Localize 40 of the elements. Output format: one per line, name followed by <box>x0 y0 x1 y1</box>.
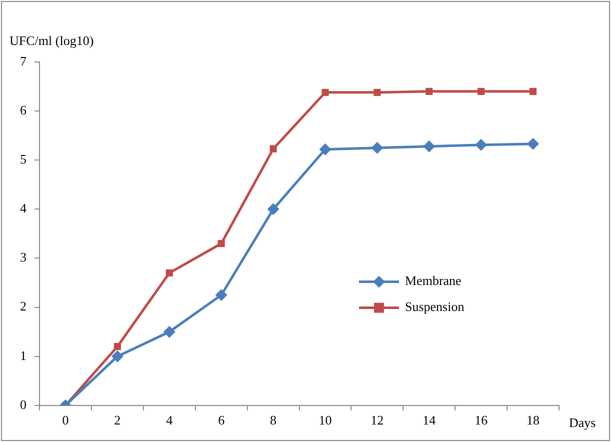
x-tick-label: 4 <box>166 412 174 428</box>
point <box>215 289 228 302</box>
x-tick-label: 14 <box>422 412 436 428</box>
x-tick-label: 6 <box>218 412 226 428</box>
point <box>218 240 225 248</box>
legend-label: Membrane <box>405 273 462 288</box>
point <box>111 350 124 362</box>
y-tick-label: 0 <box>20 396 26 412</box>
y-tick-label: 6 <box>20 102 27 118</box>
point <box>426 88 433 95</box>
point <box>371 142 384 154</box>
x-tick-label: 16 <box>474 412 488 428</box>
point <box>270 145 277 152</box>
x-axis-title: Days <box>569 414 596 430</box>
point <box>423 140 436 152</box>
point <box>114 342 121 350</box>
point <box>527 138 540 150</box>
x-tick-label: 12 <box>370 412 384 428</box>
y-tick-label: 7 <box>20 53 27 68</box>
point <box>374 88 381 96</box>
y-axis-title: UFC/ml (log10) <box>10 32 94 48</box>
x-tick-label: 18 <box>526 412 540 428</box>
point <box>478 88 485 95</box>
point <box>166 269 173 276</box>
x-tick-label: 0 <box>62 412 69 428</box>
y-tick-label: 4 <box>20 200 27 216</box>
point <box>267 203 280 216</box>
y-tick-label: 1 <box>20 348 26 363</box>
point <box>322 88 329 96</box>
x-tick-label: 8 <box>270 412 277 428</box>
point <box>475 138 488 151</box>
point <box>163 326 176 338</box>
point <box>319 143 332 156</box>
y-tick-label: 3 <box>20 250 26 265</box>
x-tick-label: 2 <box>114 412 121 428</box>
y-tick-label: 2 <box>20 298 26 314</box>
x-tick-label: 10 <box>318 412 332 428</box>
point <box>529 88 537 95</box>
y-tick-label: 5 <box>20 152 26 167</box>
legend-label: Suspension <box>405 299 465 314</box>
